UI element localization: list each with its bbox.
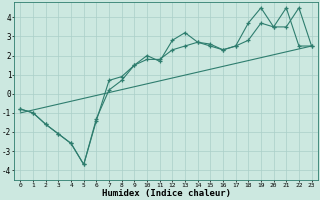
X-axis label: Humidex (Indice chaleur): Humidex (Indice chaleur) — [101, 189, 230, 198]
